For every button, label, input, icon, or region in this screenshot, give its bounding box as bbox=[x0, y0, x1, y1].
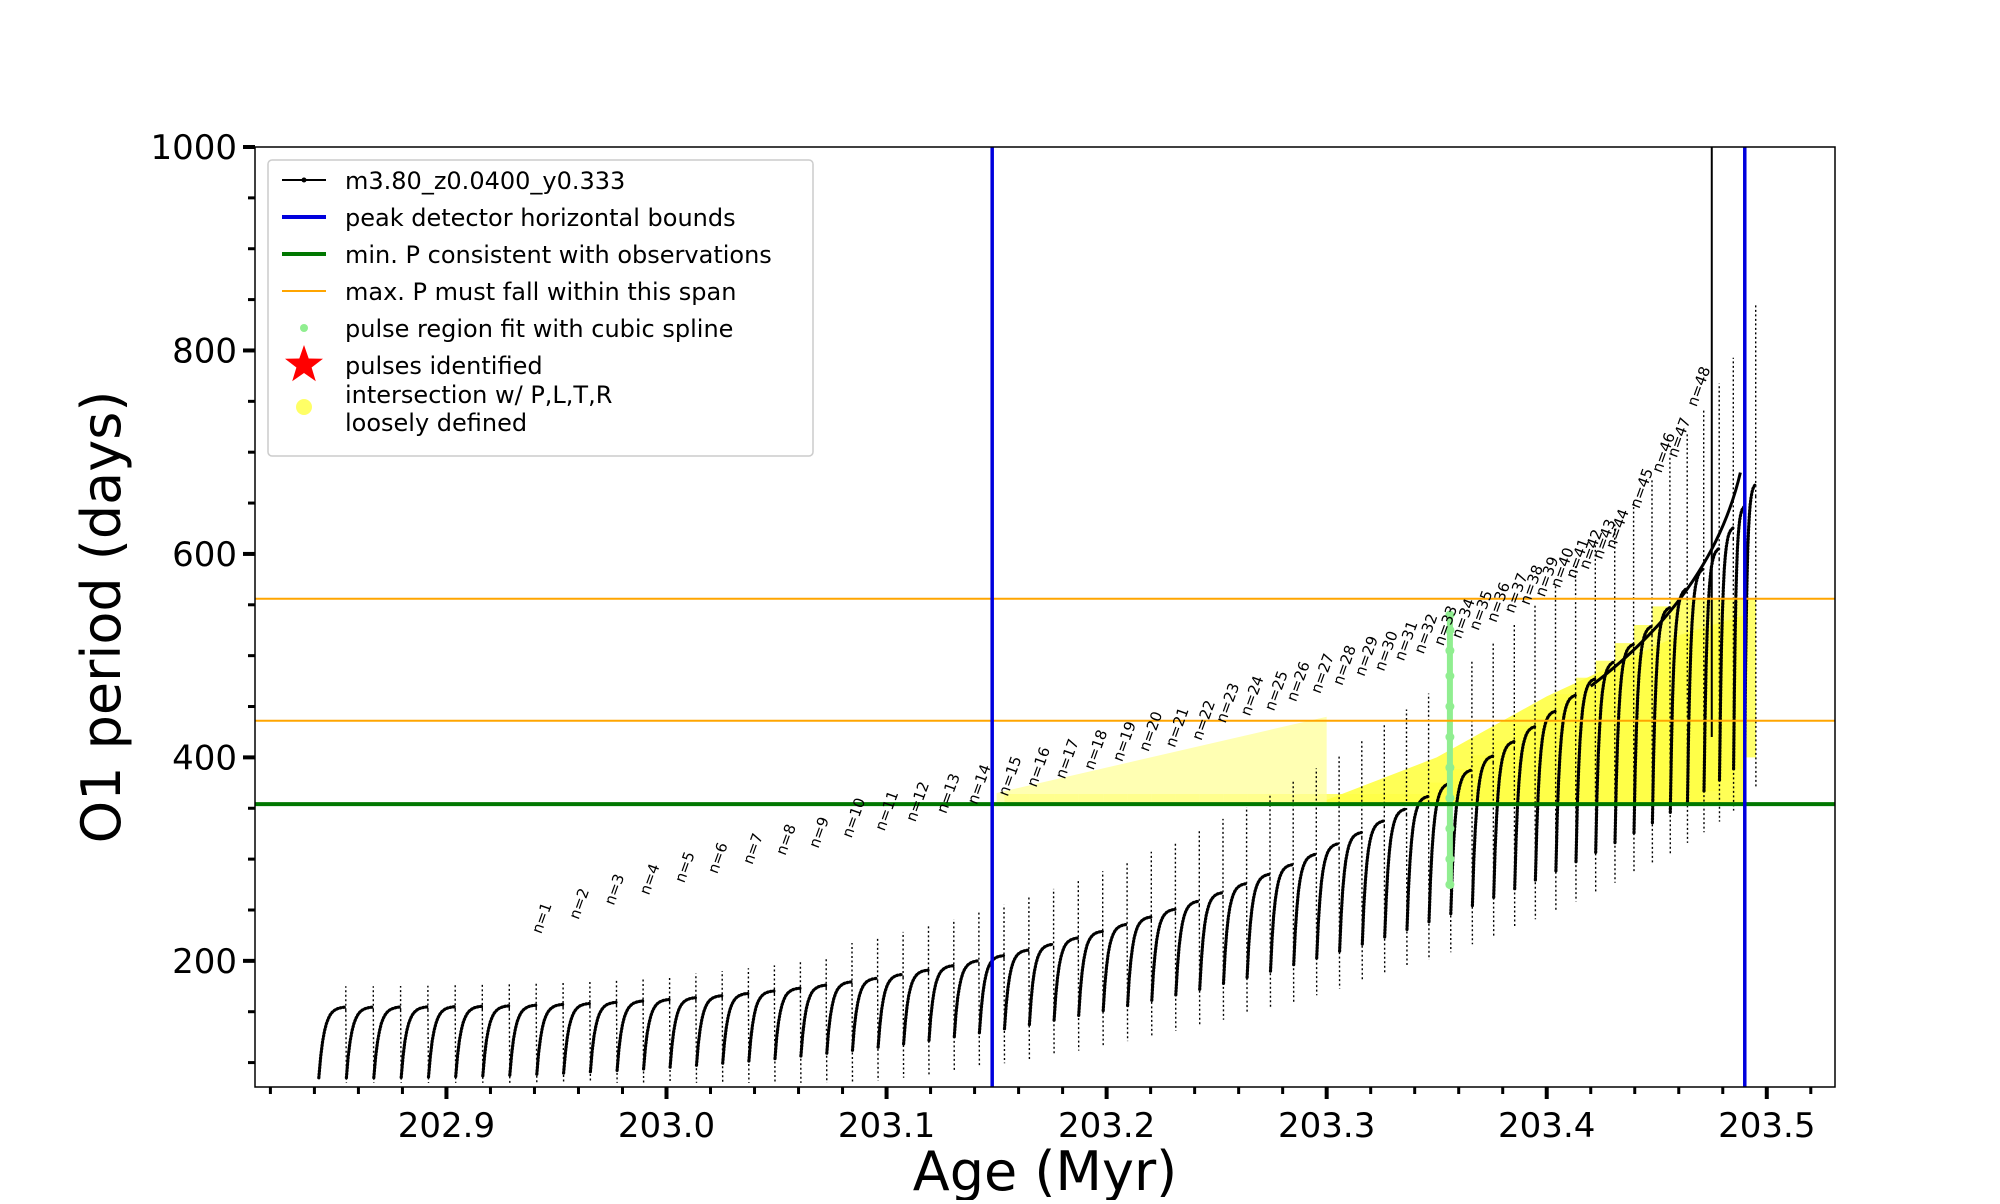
y-axis: 200 400 600 800 1000 bbox=[150, 128, 255, 1065]
y-tick-label: 200 bbox=[172, 942, 237, 982]
x-tick-label: 203.5 bbox=[1718, 1106, 1815, 1146]
intersection-dense-region bbox=[1315, 614, 1745, 805]
x-tick-label: 203.1 bbox=[838, 1106, 935, 1146]
plot-frame bbox=[254, 146, 1836, 1088]
legend-label: intersection w/ P,L,T,R bbox=[345, 381, 612, 409]
legend-label: pulses identified bbox=[345, 352, 543, 380]
x-axis: 202.9 203.0 203.1 203.2 203.3 203.4 203.5 bbox=[268, 1087, 1815, 1146]
intersection-region bbox=[1744, 598, 1756, 758]
legend-swatch-star-icon bbox=[285, 345, 323, 382]
legend-label: m3.80_z0.0400_y0.333 bbox=[345, 167, 625, 195]
x-tick-label: 203.2 bbox=[1058, 1106, 1155, 1146]
legend-label: pulse region fit with cubic spline bbox=[345, 315, 733, 343]
x-tick-label: 203.0 bbox=[618, 1106, 715, 1146]
legend-entry: pulse region fit with cubic spline bbox=[300, 315, 733, 343]
y-tick-label: 400 bbox=[172, 738, 237, 778]
x-axis-label: Age (Myr) bbox=[913, 1140, 1178, 1200]
series-main-spikes bbox=[345, 304, 1757, 1083]
legend-entry: m3.80_z0.0400_y0.333 bbox=[282, 167, 625, 195]
plot-data-layer bbox=[317, 147, 1758, 1083]
y-tick-label: 800 bbox=[172, 331, 237, 371]
legend-swatch-marker bbox=[301, 177, 307, 183]
x-tick-label: 202.9 bbox=[398, 1106, 495, 1146]
y-tick-label: 600 bbox=[172, 535, 237, 575]
legend-entry: pulses identified bbox=[285, 345, 543, 382]
legend-box bbox=[267, 159, 814, 457]
legend-label: min. P consistent with observations bbox=[345, 241, 772, 269]
intersection-region bbox=[1316, 794, 1340, 805]
intersection-light-region bbox=[996, 716, 1327, 805]
legend-swatch-dot bbox=[300, 324, 308, 332]
x-tick-label: 203.3 bbox=[1278, 1106, 1375, 1146]
series-main-final-rise bbox=[1589, 472, 1742, 688]
legend-entry: max. P must fall within this span bbox=[282, 278, 736, 306]
legend-entry: peak detector horizontal bounds bbox=[282, 204, 736, 232]
x-tick-label: 203.4 bbox=[1498, 1106, 1595, 1146]
y-axis-label: O1 period (days) bbox=[70, 391, 133, 844]
legend-label: loosely defined bbox=[345, 409, 527, 437]
legend-label: max. P must fall within this span bbox=[345, 278, 736, 306]
legend-label: peak detector horizontal bounds bbox=[345, 204, 736, 232]
y-tick-label: 1000 bbox=[150, 128, 237, 168]
legend-swatch-dot bbox=[296, 399, 312, 415]
legend-entry: min. P consistent with observations bbox=[282, 241, 772, 269]
reference-lines-layer bbox=[255, 147, 1835, 1087]
